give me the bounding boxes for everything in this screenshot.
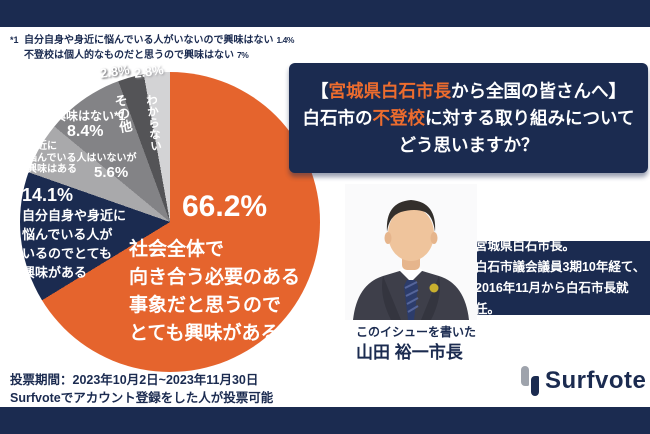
footnote-mark: *1 [10, 35, 19, 45]
footnote-line-1: *1 自分自身や身近に悩んでいる人がいないので興味はない 1.4% [10, 33, 294, 48]
footnote-text-1: 自分自身や身近に悩んでいる人がいないので興味はない [24, 35, 274, 46]
surfvote-logo-icon [521, 366, 539, 396]
mayor-photo [345, 184, 477, 320]
title-line-2: 白石市の不登校に対する取り組みについて [302, 107, 635, 128]
footnote-pct-2: 7% [237, 50, 249, 60]
title-box: 【宮城県白石市長から全国の皆さんへ】 白石市の不登校に対する取り組みについて ど… [289, 63, 648, 173]
pie-pct-not-interested: 8.4% [67, 123, 104, 140]
vote-period: 投票期間：2023年10月2日~2023年11月30日 [10, 373, 259, 387]
pie-pct-orange: 66.2% [182, 190, 268, 223]
profile-line-1: 宮城県白石市長。 [475, 239, 576, 253]
title-line-3: どう思いますか？ [398, 134, 539, 155]
footnote-text-2: 不登校は個人的なものだと思うので興味はない [24, 50, 234, 61]
title-accent-mayor: 宮城県白石市長 [328, 80, 452, 101]
footnote-pct-1: 1.4% [276, 35, 295, 45]
pie-label-navy: 自分自身や身近に 悩んでいる人が いるのでとても 興味がある [22, 208, 127, 280]
pie-pct-gray-interested: 5.6% [94, 164, 129, 181]
pie-chart [20, 72, 320, 372]
vote-eligibility: Surfvoteでアカウント登録をした人が投票可能 [10, 391, 274, 405]
bottom-navy-bar [0, 407, 650, 434]
surfvote-logo-text: Surfvote [545, 367, 647, 394]
sdgs-pin [429, 283, 439, 293]
profile-line-2: 白石市議会議員3期10年経て、 [475, 260, 646, 274]
title-line-1: 【宮城県白石市長から全国の皆さんへ】 [311, 80, 626, 101]
writer-name: 山田 裕一市長 [356, 343, 463, 362]
pie-pct-navy: 14.1% [22, 185, 74, 205]
profile-line-3: 2016年11月から白石市長就任。 [475, 281, 629, 316]
surfvote-logo: Surfvote [521, 366, 646, 396]
title-accent-futoukou: 不登校 [372, 107, 426, 128]
top-navy-bar [0, 0, 650, 27]
pie-label-not-interested: 興味はない*1 [54, 109, 126, 123]
footnote-block: *1 自分自身や身近に悩んでいる人がいないので興味はない 1.4% 不登校は個人… [10, 33, 294, 63]
pie-label-gray-interested: 身近に 悩んでいる人はいないが 興味はある [27, 141, 137, 175]
pie-label-orange: 社会全体で 向き合う必要のある 事象だと思うので とても興味がある [129, 239, 301, 344]
writer-caption: このイシューを書いた [356, 325, 477, 339]
footnote-line-2: 不登校は個人的なものだと思うので興味はない 7% [10, 48, 294, 63]
